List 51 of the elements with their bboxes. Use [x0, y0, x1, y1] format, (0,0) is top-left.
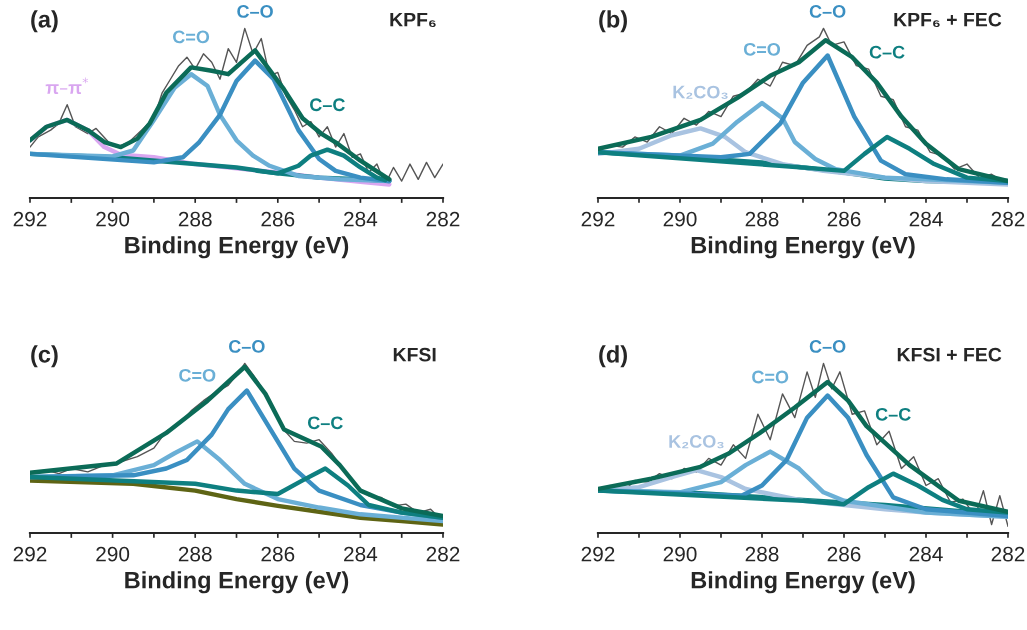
chart-title: KPF₆ + FEC	[894, 12, 1002, 28]
x-tick-label: 286	[827, 546, 861, 562]
text: C=O	[179, 368, 216, 382]
text: C–C	[307, 416, 343, 430]
x-tick-label: 284	[909, 546, 943, 562]
x-tick-label: 286	[261, 211, 295, 227]
text: C–C	[869, 45, 905, 59]
x-tick-label: 286	[827, 211, 861, 227]
chart-title: KFSI	[393, 347, 436, 362]
x-axis-title: Binding Energy (eV)	[691, 571, 915, 594]
text: C–O	[229, 340, 265, 353]
x-tick-label: 284	[344, 546, 378, 562]
annotation: (d)	[599, 345, 627, 368]
annotation: (c)	[31, 345, 58, 368]
annotation: (b)	[599, 10, 627, 33]
x-tick-label: 288	[745, 546, 779, 562]
x-tick-label: 292	[581, 211, 615, 227]
series-label: C=O	[173, 30, 210, 44]
text: C=O	[743, 42, 781, 56]
x-tick-label: 288	[745, 211, 779, 227]
x-tick-label: 288	[178, 546, 212, 562]
x-tick-label: 282	[426, 211, 460, 227]
x-tick-label: 292	[581, 546, 615, 562]
x-axis-title: Binding Energy (eV)	[125, 236, 349, 259]
annotation: (a)	[31, 10, 58, 33]
text: C=O	[752, 370, 789, 384]
x-tick-label: 282	[426, 546, 460, 562]
x-tick-label: 290	[663, 546, 697, 562]
x-tick-label: 282	[991, 211, 1025, 227]
x-tick-label: 284	[909, 211, 943, 227]
text: C–O	[809, 5, 846, 18]
x-axis-title: Binding Energy (eV)	[691, 236, 915, 259]
x-tick-label: 292	[13, 546, 47, 562]
text: C–O	[237, 5, 273, 18]
x-tick-label: 290	[96, 546, 130, 562]
text: C–C	[875, 407, 911, 421]
text: C–C	[310, 98, 345, 112]
series-label: π–π$^{*}$	[45, 77, 89, 95]
x-tick-label: 290	[663, 211, 697, 227]
x-tick-label: 284	[344, 211, 378, 227]
x-tick-label: 290	[96, 211, 130, 227]
x-axis-title: Binding Energy (eV)	[125, 571, 349, 594]
chart-title: KPF₆	[390, 12, 436, 28]
chart-title: KFSI + FEC	[897, 347, 1002, 362]
x-tick-label: 292	[13, 211, 47, 227]
series-label: K₂CO₃	[669, 435, 724, 449]
series-label: K₂CO₃	[673, 85, 728, 99]
text: C–O	[809, 340, 846, 353]
x-tick-label: 286	[261, 546, 295, 562]
x-tick-label: 288	[178, 211, 212, 227]
x-tick-label: 282	[991, 546, 1025, 562]
